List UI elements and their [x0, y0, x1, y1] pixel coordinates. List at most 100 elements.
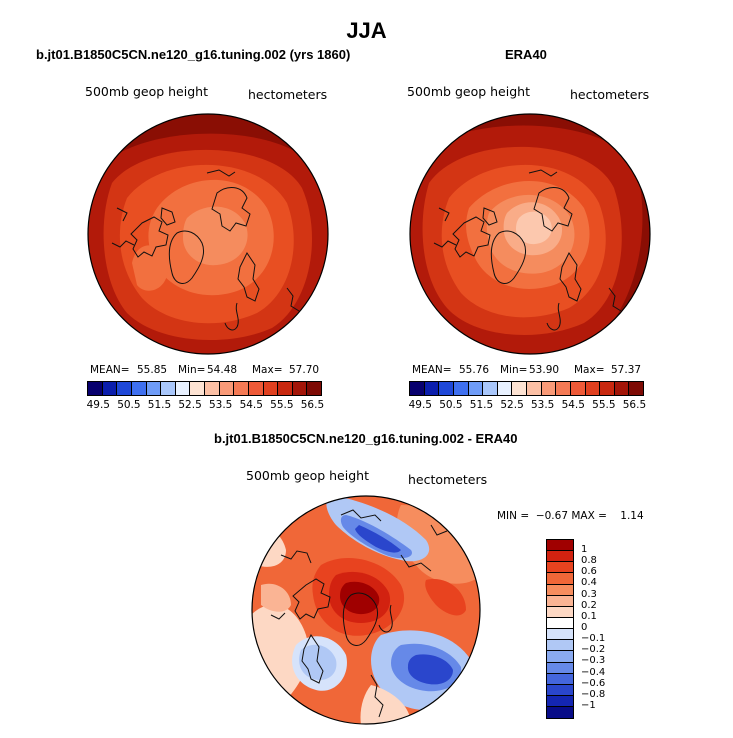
colorbar-swatch [131, 382, 147, 395]
colorbar-tick-label: 52.5 [178, 399, 202, 411]
diff-colorbar-label: 0.6 [581, 566, 597, 578]
diff-colorbar-label: −0.8 [581, 688, 606, 700]
colorbar-swatch [117, 382, 132, 395]
colorbar-swatch [527, 382, 542, 395]
colorbar-swatch [410, 382, 425, 395]
left-variable-label: 500mb geop height [85, 84, 208, 99]
diff-colorbar-label: 0 [581, 621, 588, 633]
colorbar-tick-label: 50.5 [117, 399, 141, 411]
colorbar-swatch [541, 382, 557, 395]
colorbar-swatch [570, 382, 586, 395]
colorbar-tick-label: 52.5 [500, 399, 524, 411]
colorbar-swatch [614, 382, 630, 395]
colorbar-tick-label: 53.5 [208, 399, 233, 411]
right-min-value: 53.90 [529, 364, 560, 376]
colorbar-swatch [205, 382, 220, 395]
left-colorbar-ticks: 49.5 50.5 51.5 52.5 53.5 54.5 55.5 56.5 [83, 399, 328, 411]
diff-colorbar-swatch [547, 707, 573, 719]
colorbar-swatch [234, 382, 249, 395]
colorbar-swatch [219, 382, 235, 395]
colorbar-swatch [190, 382, 205, 395]
right-panel-title: ERA40 [505, 47, 547, 62]
left-mean-value: 55.85 [137, 364, 168, 376]
colorbar-swatch [175, 382, 191, 395]
diff-panel-title: b.jt01.B1850C5CN.ne120_g16.tuning.002 - … [214, 431, 518, 446]
left-polar-map [87, 113, 329, 355]
right-polar-map [409, 113, 651, 355]
diff-units-label: hectometers [408, 472, 488, 487]
diff-colorbar-label: −0.2 [581, 644, 606, 656]
colorbar-swatch [278, 382, 293, 395]
diff-colorbar [546, 539, 574, 720]
colorbar-swatch [292, 382, 308, 395]
diff-colorbar-label: 0.1 [581, 610, 597, 622]
colorbar-swatch [468, 382, 484, 395]
right-variable-label: 500mb geop height [407, 84, 530, 99]
diff-colorbar-label: −0.4 [581, 666, 606, 678]
colorbar-swatch [483, 382, 498, 395]
right-colorbar [409, 381, 644, 396]
right-max-value: 57.37 [611, 364, 642, 376]
colorbar-tick-label: 55.5 [270, 399, 294, 411]
colorbar-swatch [629, 382, 643, 395]
colorbar-tick-label: 49.5 [408, 399, 432, 411]
colorbar-swatch [497, 382, 513, 395]
colorbar-tick-label: 55.5 [592, 399, 616, 411]
colorbar-tick-label: 54.5 [561, 399, 585, 411]
left-panel-title: b.jt01.B1850C5CN.ne120_g16.tuning.002 (y… [36, 47, 351, 62]
diff-colorbar-swatch [547, 584, 573, 596]
diff-colorbar-swatch [547, 651, 573, 663]
left-mean-label: MEAN= [90, 364, 130, 376]
colorbar-tick-label: 51.5 [469, 399, 494, 411]
colorbar-swatch [307, 382, 321, 395]
diff-colorbar-label: 0.8 [581, 555, 597, 567]
left-units-label: hectometers [248, 87, 328, 102]
colorbar-tick-label: 50.5 [439, 399, 463, 411]
colorbar-swatch [600, 382, 615, 395]
right-units-label: hectometers [570, 87, 650, 102]
right-colorbar-ticks: 49.5 50.5 51.5 52.5 53.5 54.5 55.5 56.5 [405, 399, 650, 411]
right-min-label: Min= [500, 364, 528, 376]
colorbar-swatch [453, 382, 469, 395]
diff-colorbar-swatch [547, 562, 573, 574]
colorbar-tick-label: 54.5 [239, 399, 263, 411]
colorbar-tick-label: 56.5 [300, 399, 325, 411]
colorbar-swatch [512, 382, 527, 395]
figure-title: JJA [346, 18, 387, 43]
diff-colorbar-swatch [547, 695, 573, 708]
diff-colorbar-swatch [547, 662, 573, 674]
right-mean-label: MEAN= [412, 364, 452, 376]
diff-colorbar-label: 0.2 [581, 599, 597, 611]
diff-colorbar-swatch [547, 573, 573, 585]
diff-colorbar-swatch [547, 629, 573, 641]
colorbar-swatch [161, 382, 176, 395]
colorbar-swatch [146, 382, 162, 395]
colorbar-swatch [102, 382, 118, 395]
diff-colorbar-label: −1 [581, 699, 596, 711]
colorbar-tick-label: 49.5 [86, 399, 110, 411]
diff-colorbar-label: −0.3 [581, 655, 606, 667]
colorbar-tick-label: 51.5 [147, 399, 172, 411]
diff-variable-label: 500mb geop height [246, 468, 369, 483]
colorbar-swatch [439, 382, 454, 395]
diff-colorbar-label: −0.1 [581, 633, 606, 645]
left-max-value: 57.70 [289, 364, 320, 376]
colorbar-tick-label: 56.5 [622, 399, 647, 411]
diff-colorbar-swatch [547, 640, 573, 652]
colorbar-swatch [556, 382, 571, 395]
diff-colorbar-label: 0.4 [581, 577, 597, 589]
diff-colorbar-labels: 1 0.8 0.6 0.4 0.3 0.2 0.1 0 −0.1 −0.2 −0.3 −0.4 −0.6… [581, 544, 605, 711]
right-max-label: Max= [574, 364, 605, 376]
colorbar-swatch [88, 382, 103, 395]
diff-minmax-label: MIN = −0.67 MAX = 1.14 [497, 510, 644, 522]
colorbar-swatch [585, 382, 601, 395]
diff-colorbar-swatch [547, 606, 573, 618]
right-mean-value: 55.76 [459, 364, 490, 376]
diff-polar-map [251, 495, 481, 725]
diff-colorbar-swatch [547, 540, 573, 552]
colorbar-swatch [263, 382, 279, 395]
diff-colorbar-label: 1 [581, 544, 588, 555]
left-colorbar [87, 381, 322, 396]
diff-colorbar-swatch [547, 617, 573, 630]
diff-colorbar-label: 0.3 [581, 588, 597, 600]
